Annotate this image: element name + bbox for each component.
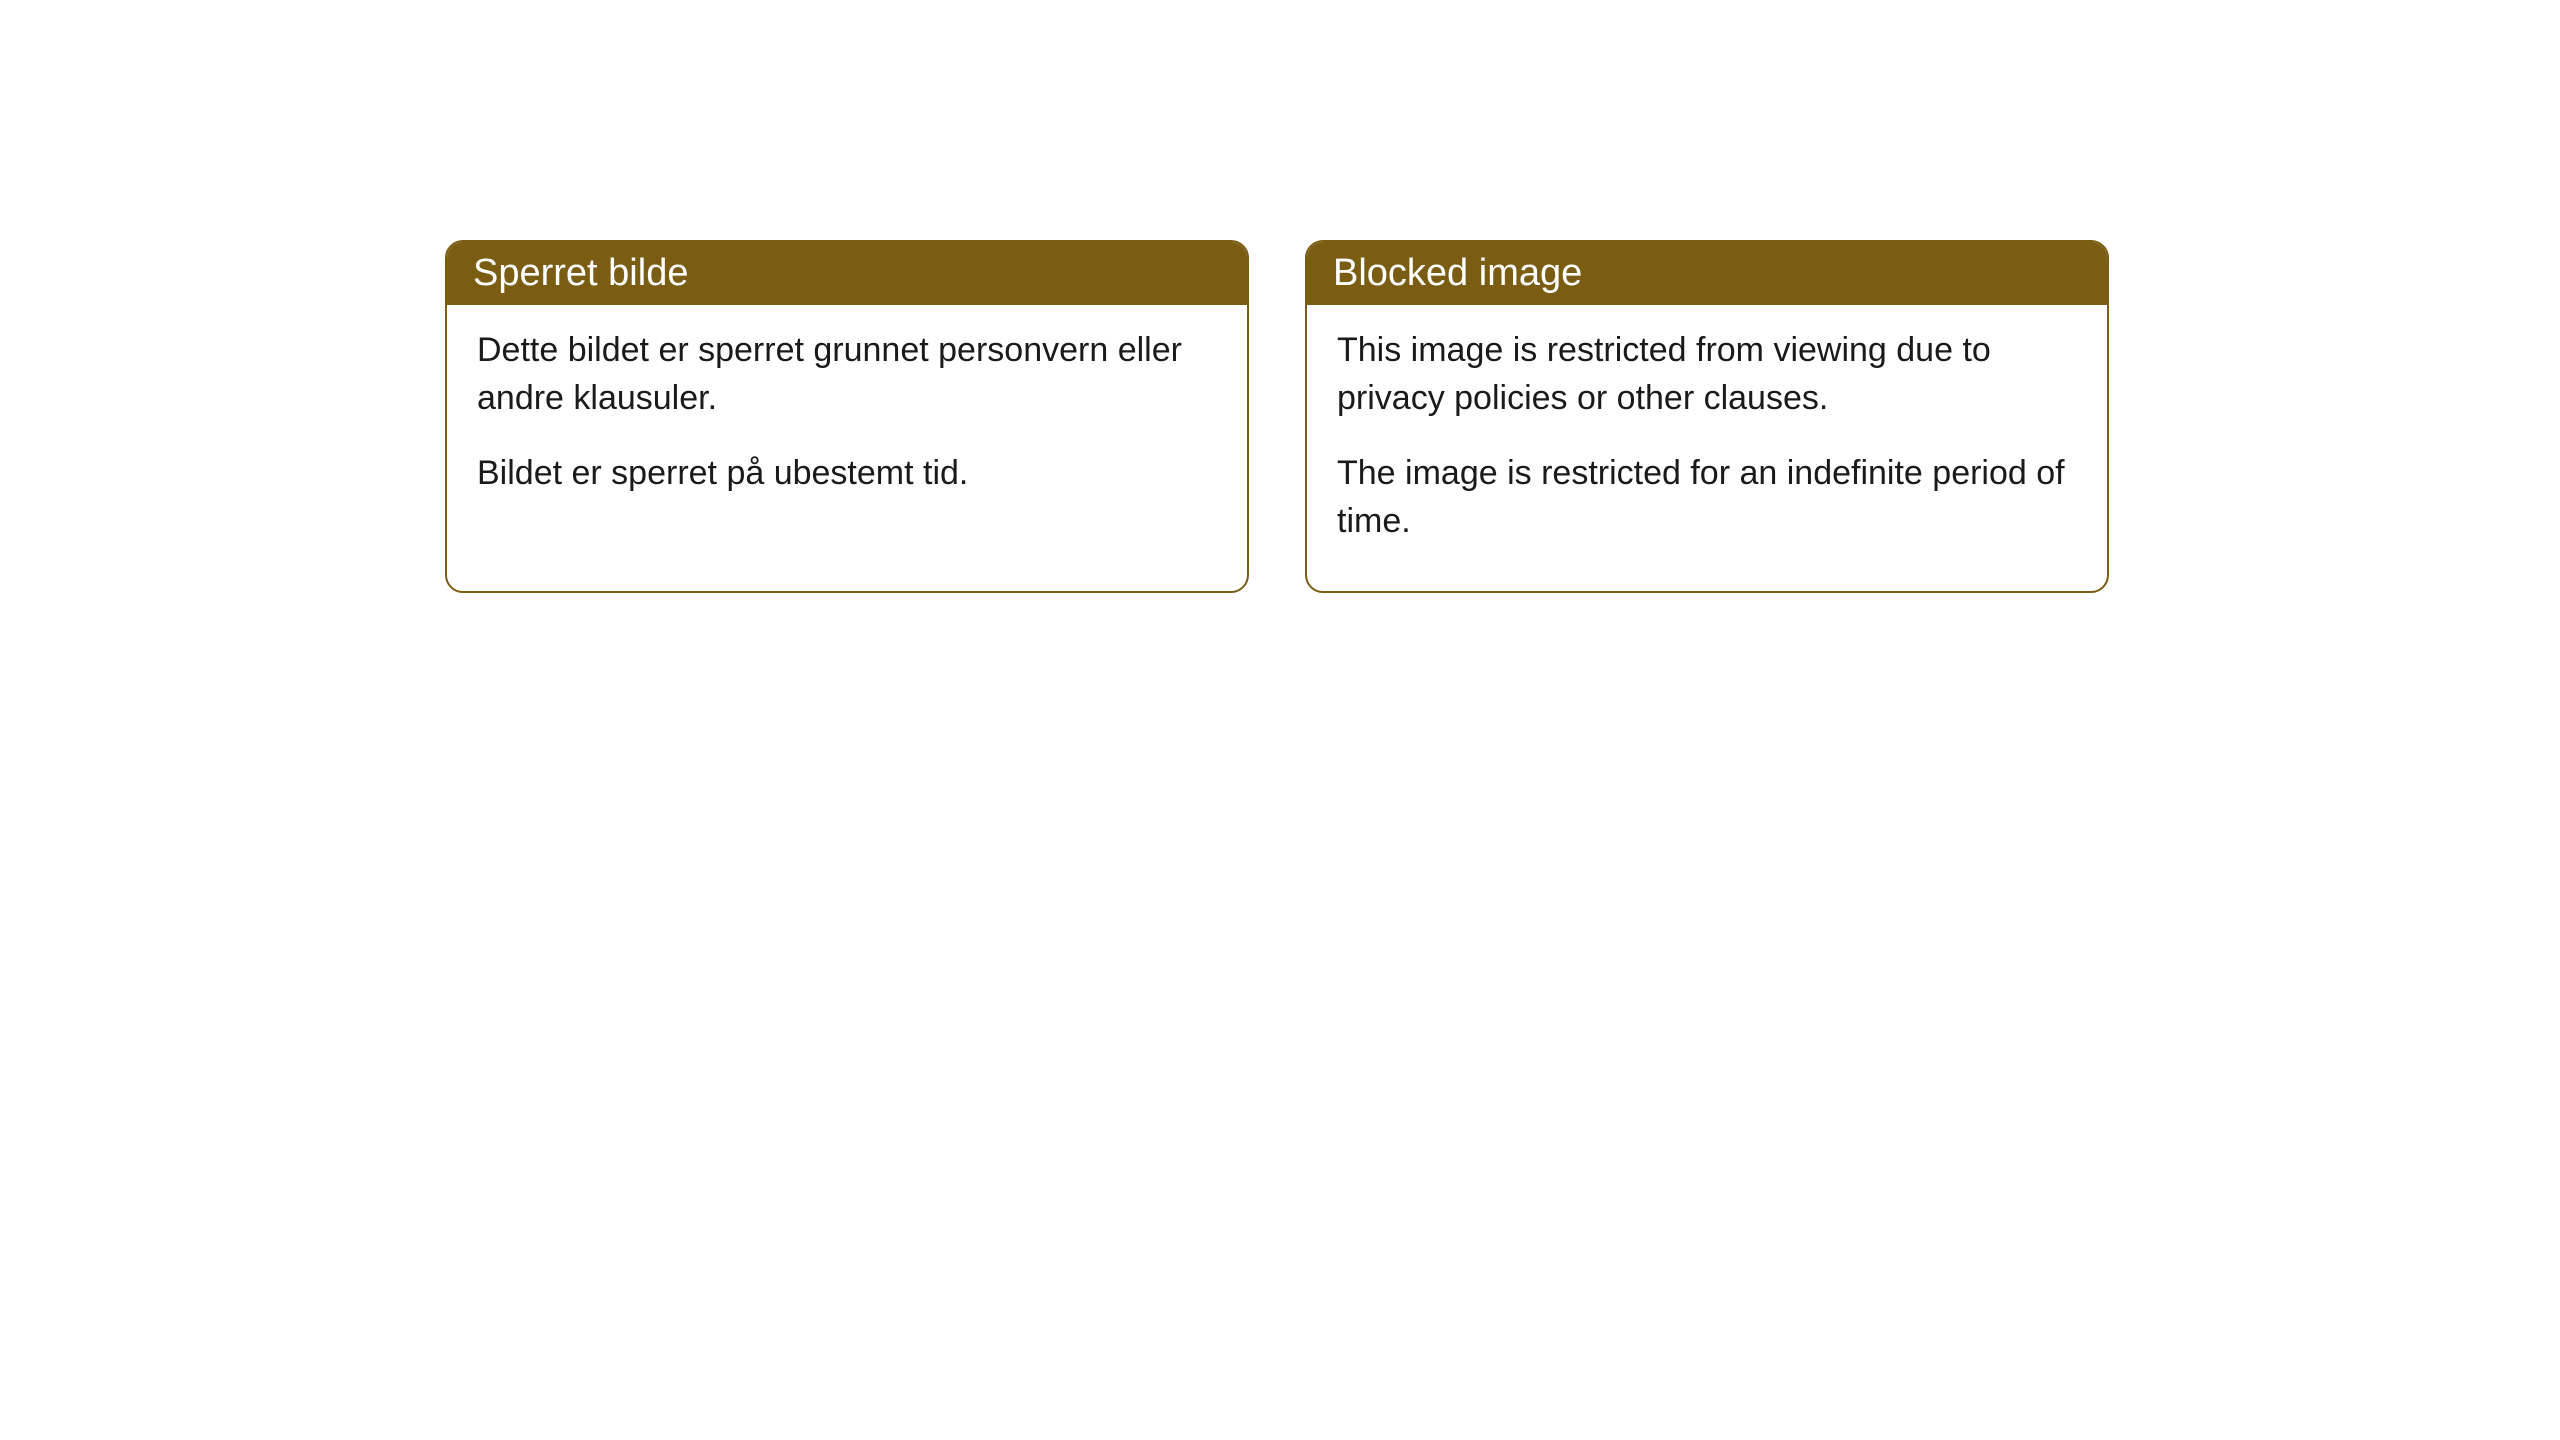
notice-card-english: Blocked image This image is restricted f…	[1305, 240, 2109, 593]
notice-card-norwegian: Sperret bilde Dette bildet er sperret gr…	[445, 240, 1249, 593]
card-paragraph: The image is restricted for an indefinit…	[1337, 450, 2077, 545]
card-header: Sperret bilde	[447, 242, 1247, 305]
card-paragraph: Bildet er sperret på ubestemt tid.	[477, 450, 1217, 498]
card-paragraph: This image is restricted from viewing du…	[1337, 327, 2077, 422]
card-title: Blocked image	[1333, 252, 1582, 294]
card-body: This image is restricted from viewing du…	[1307, 305, 2107, 591]
notice-cards-container: Sperret bilde Dette bildet er sperret gr…	[445, 240, 2560, 593]
card-body: Dette bildet er sperret grunnet personve…	[447, 305, 1247, 544]
card-header: Blocked image	[1307, 242, 2107, 305]
card-title: Sperret bilde	[473, 252, 688, 294]
card-paragraph: Dette bildet er sperret grunnet personve…	[477, 327, 1217, 422]
